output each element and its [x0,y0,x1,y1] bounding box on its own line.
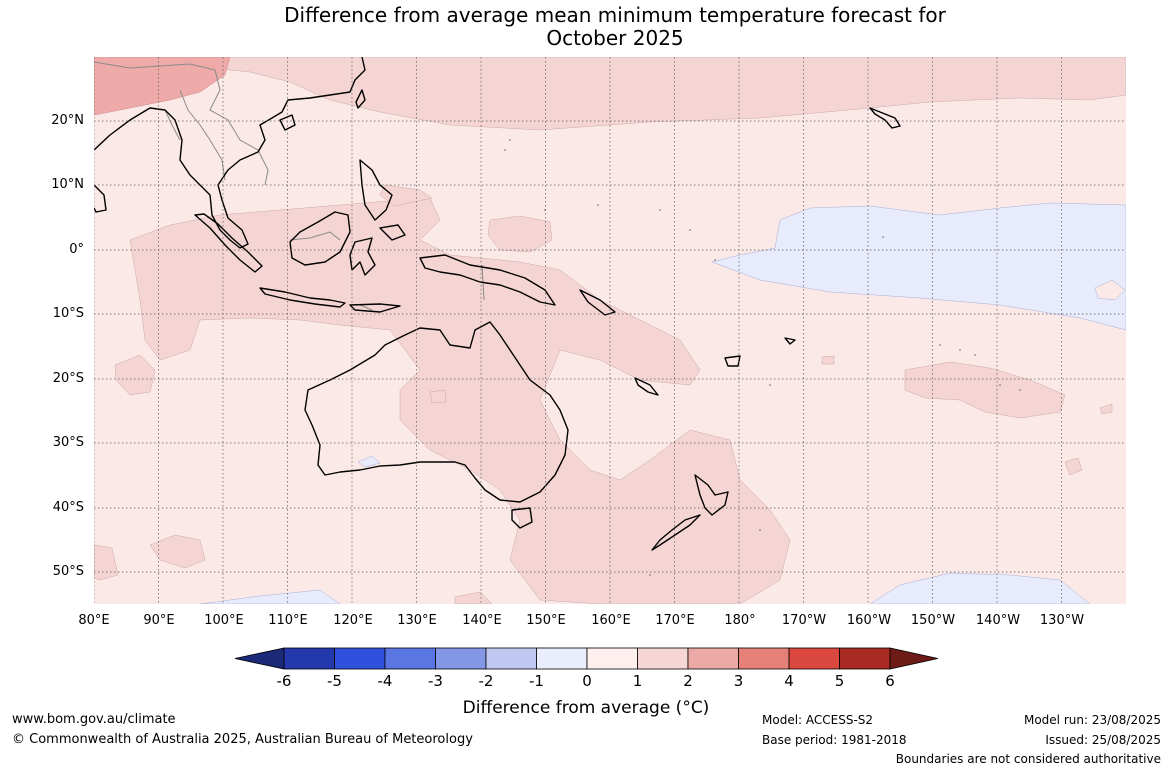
title-line-2: October 2025 [546,26,684,50]
map-area: 20°N 10°N 0° 10°S 20°S 30°S 40°S 50°S 80… [51,57,1126,628]
colorbar-arrow-high [889,647,939,670]
footer-disclaimer: Boundaries are not considered authoritat… [895,752,1161,766]
anomaly-negative-regions [199,202,1126,604]
colorbar-tick-label: 3 [733,672,744,690]
map-title: Difference from average mean minimum tem… [0,4,1173,50]
colorbar-segment [384,647,436,670]
colorbar-segment [334,647,386,670]
colorbar-segment [839,647,891,670]
lon-label-130w: 130°W [1039,613,1085,628]
colorbar-title-text: Difference from average ( [462,698,683,718]
lon-label-110e: 110°E [268,613,308,628]
colorbar-segment [485,647,537,670]
graticule [94,57,1126,604]
lat-label-20n: 20°N [51,113,84,128]
colorbar-tick-label: 4 [784,672,794,690]
colorbar-segment [637,647,689,670]
colorbar-tick-label: -1 [529,672,544,690]
colorbar-tick-label: 5 [834,672,845,690]
lon-label-120e: 120°E [333,613,373,628]
colorbar-segment [536,647,588,670]
colorbar-segment [738,647,790,670]
colorbar-segment [435,647,487,670]
colorbar-title-unit: °C) [682,698,710,718]
lon-label-80e: 80°E [78,613,110,628]
lat-label-10n: 10°N [51,177,84,192]
colorbar-tick-label: 2 [683,672,693,690]
lon-label-140w: 140°W [975,613,1021,628]
colorbar-segment [687,647,739,670]
colorbar-title: Difference from average (°C) [436,698,736,718]
map-canvas [94,57,1126,604]
lat-label-20s: 20°S [52,371,84,386]
lon-label-180: 180° [724,613,756,628]
colorbar-tick-label: -6 [276,672,292,690]
colorbar-tick-label: -3 [428,672,443,690]
footer-base-period: Base period: 1981-2018 [762,733,907,747]
colorbar-segment [586,647,638,670]
lat-label-30s: 30°S [52,435,84,450]
lon-label-170w: 170°W [781,613,827,628]
lon-label-100e: 100°E [204,613,244,628]
colorbar-tick-label: -2 [478,672,494,690]
footer-copyright: © Commonwealth of Australia 2025, Austra… [12,732,473,747]
lat-label-40s: 40°S [52,500,84,515]
title-line-1: Difference from average mean minimum tem… [284,3,946,27]
colorbar-segment [788,647,840,670]
lon-label-130e: 130°E [397,613,437,628]
lon-label-170e: 170°E [655,613,695,628]
colorbar-tick-label: -5 [327,672,342,690]
lon-label-150e: 150°E [526,613,566,628]
colorbar-arrow-low [234,647,285,670]
lon-label-90e: 90°E [143,613,175,628]
lat-label-0: 0° [69,242,84,257]
coastlines [94,57,901,551]
colorbar-tick-label: 0 [582,672,592,690]
colorbar-tick-label: -4 [377,672,393,690]
lon-label-160w: 160°W [846,613,892,628]
footer-model: Model: ACCESS-S2 [762,713,874,727]
lon-label-140e: 140°E [462,613,502,628]
lat-label-10s: 10°S [52,306,84,321]
footer-model-run: Model run: 23/08/2025 [1023,713,1161,727]
lat-label-50s: 50°S [52,564,84,579]
lon-label-150w: 150°W [910,613,956,628]
colorbar-tick-label: 1 [632,672,643,690]
anomaly-2-3-regions [94,57,231,116]
lon-label-160e: 160°E [591,613,631,628]
colorbar-tick-label: 6 [885,672,895,690]
colorbar-segment [283,647,335,670]
footer-website: www.bom.gov.au/climate [12,712,176,727]
footer-issued: Issued: 25/08/2025 [1045,733,1161,747]
colorbar [234,647,939,670]
